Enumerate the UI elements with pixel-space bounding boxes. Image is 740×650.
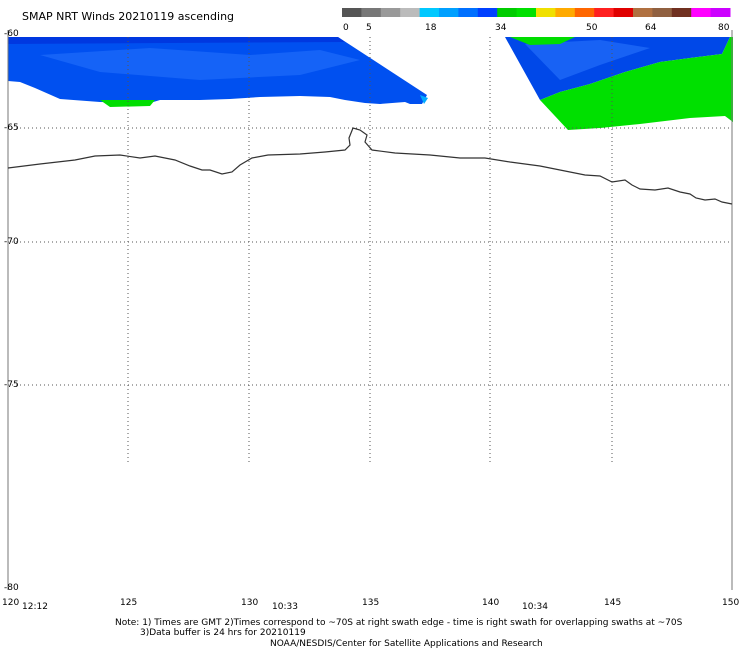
time-label-right: 10:34 [522, 602, 548, 612]
note-line-2: 3)Data buffer is 24 hrs for 20210119 [140, 628, 306, 638]
left-swath-edge [420, 95, 428, 104]
colorbar-swatch [691, 8, 712, 17]
right-swath-highlight [525, 40, 650, 80]
lon-labels: 120 125 130 135 140 145 150 [2, 598, 739, 608]
colorbar-swatch [652, 8, 673, 17]
colorbar-tick-50: 50 [586, 23, 598, 33]
time-label-left: 12:12 [22, 602, 48, 612]
colorbar-swatch [555, 8, 576, 17]
lat-label-60: -60 [4, 29, 19, 39]
colorbar-swatch [710, 8, 731, 17]
colorbar-swatch [458, 8, 479, 17]
colorbar-swatch [400, 8, 421, 17]
notes: Note: 1) Times are GMT 2)Times correspon… [115, 618, 683, 649]
lon-label-120: 120 [2, 598, 19, 608]
time-labels: 12:12 10:33 10:34 [22, 602, 548, 612]
colorbar-tick-18: 18 [425, 23, 437, 33]
lon-label-140: 140 [482, 598, 499, 608]
colorbar-tick-80: 80 [718, 23, 730, 33]
lat-labels: -60 -65 -70 -75 -80 [4, 29, 19, 593]
colorbar-swatch [342, 8, 362, 17]
left-swath-highlight [40, 48, 360, 80]
lat-label-80: -80 [4, 583, 19, 593]
colorbar-swatches [342, 8, 731, 17]
colorbar-swatch [613, 8, 634, 17]
colorbar-swatch [594, 8, 615, 17]
right-swath-green [540, 37, 733, 130]
colorbar-swatch [439, 8, 459, 17]
lat-label-65: -65 [4, 123, 19, 133]
colorbar-tick-34: 34 [495, 23, 507, 33]
right-swath-green-top [510, 37, 575, 45]
colorbar-swatch [536, 8, 556, 17]
colorbar-swatch [497, 8, 518, 17]
wind-swaths [8, 37, 733, 130]
map-grid [8, 37, 732, 465]
coastline [7, 127, 733, 205]
lon-label-135: 135 [362, 598, 379, 608]
colorbar-swatch [516, 8, 537, 17]
colorbar-swatch [633, 8, 653, 17]
colorbar-tick-0: 0 [343, 23, 349, 33]
colorbar-swatch [574, 8, 595, 17]
left-swath-top [8, 37, 345, 44]
lat-label-70: -70 [4, 237, 19, 247]
note-line-1: Note: 1) Times are GMT 2)Times correspon… [115, 618, 683, 628]
colorbar: 0 5 18 34 50 64 80 [342, 8, 731, 33]
colorbar-tick-64: 64 [645, 23, 657, 33]
colorbar-swatch [671, 8, 692, 17]
lon-label-145: 145 [604, 598, 621, 608]
lon-label-130: 130 [241, 598, 258, 608]
lat-label-75: -75 [4, 380, 19, 390]
time-label-mid: 10:33 [272, 602, 298, 612]
left-swath-blue [8, 37, 427, 104]
colorbar-tick-5: 5 [366, 23, 372, 33]
colorbar-swatch [477, 8, 498, 17]
credit-line: NOAA/NESDIS/Center for Satellite Applica… [270, 639, 543, 649]
colorbar-swatch [380, 8, 401, 17]
lon-label-150: 150 [722, 598, 739, 608]
lon-label-125: 125 [120, 598, 137, 608]
colorbar-swatch [419, 8, 440, 17]
left-swath-green-patch [100, 100, 155, 107]
colorbar-swatch [361, 8, 382, 17]
map-title: SMAP NRT Winds 20210119 ascending [22, 10, 234, 23]
